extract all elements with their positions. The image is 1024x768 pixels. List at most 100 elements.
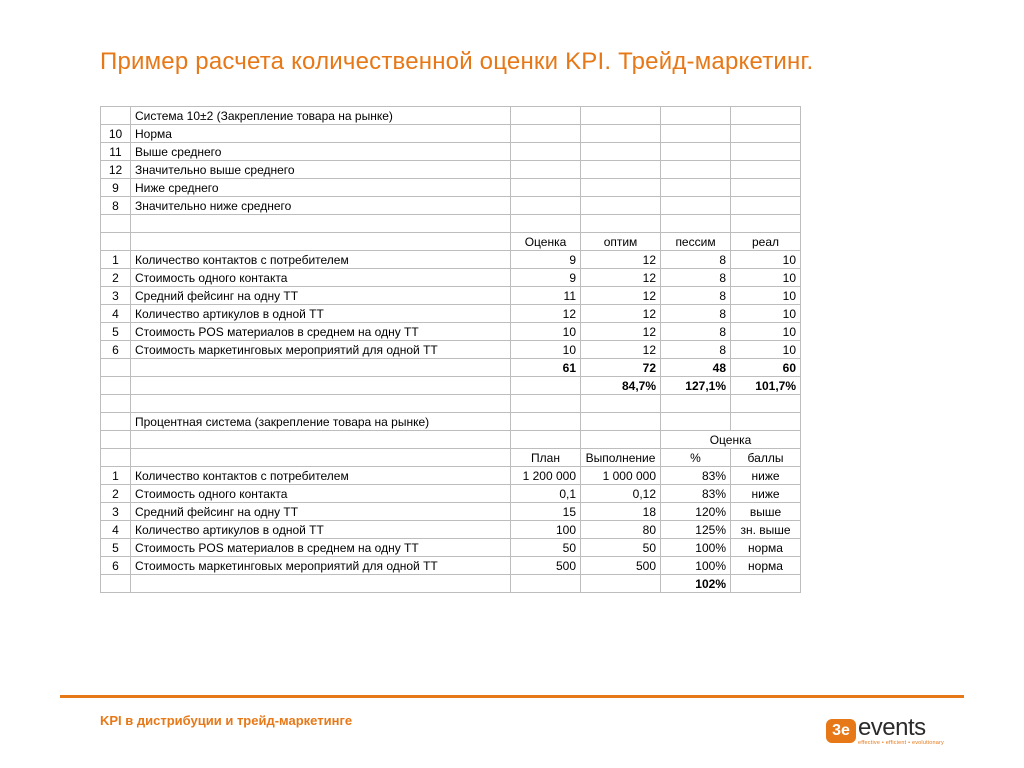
cell-value: 12 bbox=[581, 251, 661, 269]
cell-value: 100% bbox=[661, 557, 731, 575]
col-header: пессим bbox=[661, 233, 731, 251]
section2-header: Процентная система (закрепление товара н… bbox=[131, 413, 511, 431]
row-n: 4 bbox=[101, 305, 131, 323]
row-label: Средний фейсинг на одну ТТ bbox=[131, 503, 511, 521]
logo-tagline: effective • efficient • evolutionary bbox=[858, 741, 944, 747]
section1-header: Система 10±2 (Закрепление товара на рынк… bbox=[131, 107, 511, 125]
cell-value: 10 bbox=[731, 287, 801, 305]
cell-value: 83% bbox=[661, 467, 731, 485]
row-label: Количество контактов с потребителем bbox=[131, 467, 511, 485]
kpi-table: Система 10±2 (Закрепление товара на рынк… bbox=[100, 106, 801, 593]
row-label: Количество артикулов в одной ТТ bbox=[131, 521, 511, 539]
cell-value: 12 bbox=[581, 323, 661, 341]
cell-value: 15 bbox=[511, 503, 581, 521]
pct-value: 101,7% bbox=[731, 377, 801, 395]
scale-label: Ниже среднего bbox=[131, 179, 511, 197]
cell-value: 10 bbox=[731, 251, 801, 269]
cell-rating: зн. выше bbox=[731, 521, 801, 539]
row-label: Стоимость маркетинговых мероприятий для … bbox=[131, 341, 511, 359]
cell-value: 500 bbox=[581, 557, 661, 575]
cell-value: 10 bbox=[731, 323, 801, 341]
total-value: 60 bbox=[731, 359, 801, 377]
cell-value: 80 bbox=[581, 521, 661, 539]
cell-value: 8 bbox=[661, 269, 731, 287]
cell-value: 10 bbox=[731, 269, 801, 287]
scale-n: 10 bbox=[101, 125, 131, 143]
cell-rating: выше bbox=[731, 503, 801, 521]
cell-value: 100 bbox=[511, 521, 581, 539]
scale-label: Норма bbox=[131, 125, 511, 143]
row-n: 1 bbox=[101, 251, 131, 269]
slide: Пример расчета количественной оценки KPI… bbox=[0, 0, 1024, 768]
row-label: Стоимость одного контакта bbox=[131, 269, 511, 287]
row-n: 5 bbox=[101, 323, 131, 341]
cell-value: 12 bbox=[511, 305, 581, 323]
cell-rating: ниже bbox=[731, 467, 801, 485]
row-n: 2 bbox=[101, 269, 131, 287]
cell-value: 8 bbox=[661, 305, 731, 323]
cell-rating: ниже bbox=[731, 485, 801, 503]
footer-rule bbox=[60, 695, 964, 698]
scale-label: Значительно ниже среднего bbox=[131, 197, 511, 215]
row-label: Количество артикулов в одной ТТ bbox=[131, 305, 511, 323]
cell-value: 11 bbox=[511, 287, 581, 305]
scale-n: 12 bbox=[101, 161, 131, 179]
cell-value: 9 bbox=[511, 251, 581, 269]
cell-value: 18 bbox=[581, 503, 661, 521]
row-n: 1 bbox=[101, 467, 131, 485]
cell-value: 500 bbox=[511, 557, 581, 575]
footer-text: KPI в дистрибуции и трейд-маркетинге bbox=[100, 713, 352, 728]
cell-value: 12 bbox=[581, 269, 661, 287]
col-header: реал bbox=[731, 233, 801, 251]
cell-value: 50 bbox=[581, 539, 661, 557]
cell-rating: норма bbox=[731, 557, 801, 575]
row-n: 6 bbox=[101, 341, 131, 359]
scale-label: Выше среднего bbox=[131, 143, 511, 161]
cell-value: 8 bbox=[661, 251, 731, 269]
row-n: 2 bbox=[101, 485, 131, 503]
row-n: 4 bbox=[101, 521, 131, 539]
cell-value: 8 bbox=[661, 323, 731, 341]
row-n: 3 bbox=[101, 503, 131, 521]
col-header: Оценка bbox=[511, 233, 581, 251]
cell-value: 10 bbox=[731, 305, 801, 323]
scale-n: 9 bbox=[101, 179, 131, 197]
row-label: Средний фейсинг на одну ТТ bbox=[131, 287, 511, 305]
cell-value: 125% bbox=[661, 521, 731, 539]
logo-badge-icon: 3e bbox=[826, 719, 856, 743]
cell-value: 10 bbox=[511, 323, 581, 341]
col-header: баллы bbox=[731, 449, 801, 467]
cell-value: 0,1 bbox=[511, 485, 581, 503]
cell-value: 8 bbox=[661, 341, 731, 359]
cell-value: 1 200 000 bbox=[511, 467, 581, 485]
total-value: 72 bbox=[581, 359, 661, 377]
col-header: оптим bbox=[581, 233, 661, 251]
cell-value: 12 bbox=[581, 305, 661, 323]
row-label: Стоимость маркетинговых мероприятий для … bbox=[131, 557, 511, 575]
cell-value: 12 bbox=[581, 287, 661, 305]
pct-value: 127,1% bbox=[661, 377, 731, 395]
row-n: 5 bbox=[101, 539, 131, 557]
cell-value: 1 000 000 bbox=[581, 467, 661, 485]
row-label: Количество контактов с потребителем bbox=[131, 251, 511, 269]
col-header: Выполнение bbox=[581, 449, 661, 467]
col-header: План bbox=[511, 449, 581, 467]
row-n: 3 bbox=[101, 287, 131, 305]
cell-value: 12 bbox=[581, 341, 661, 359]
cell-value: 120% bbox=[661, 503, 731, 521]
row-label: Стоимость POS материалов в среднем на од… bbox=[131, 539, 511, 557]
total-value: 48 bbox=[661, 359, 731, 377]
row-label: Стоимость POS материалов в среднем на од… bbox=[131, 323, 511, 341]
cell-value: 10 bbox=[731, 341, 801, 359]
scale-n: 8 bbox=[101, 197, 131, 215]
total-value: 61 bbox=[511, 359, 581, 377]
col-header: % bbox=[661, 449, 731, 467]
scale-n: 11 bbox=[101, 143, 131, 161]
cell-value: 0,12 bbox=[581, 485, 661, 503]
logo-word: events bbox=[858, 716, 944, 740]
row-label: Стоимость одного контакта bbox=[131, 485, 511, 503]
total-pct: 102% bbox=[661, 575, 731, 593]
cell-value: 9 bbox=[511, 269, 581, 287]
scale-label: Значительно выше среднего bbox=[131, 161, 511, 179]
row-n: 6 bbox=[101, 557, 131, 575]
